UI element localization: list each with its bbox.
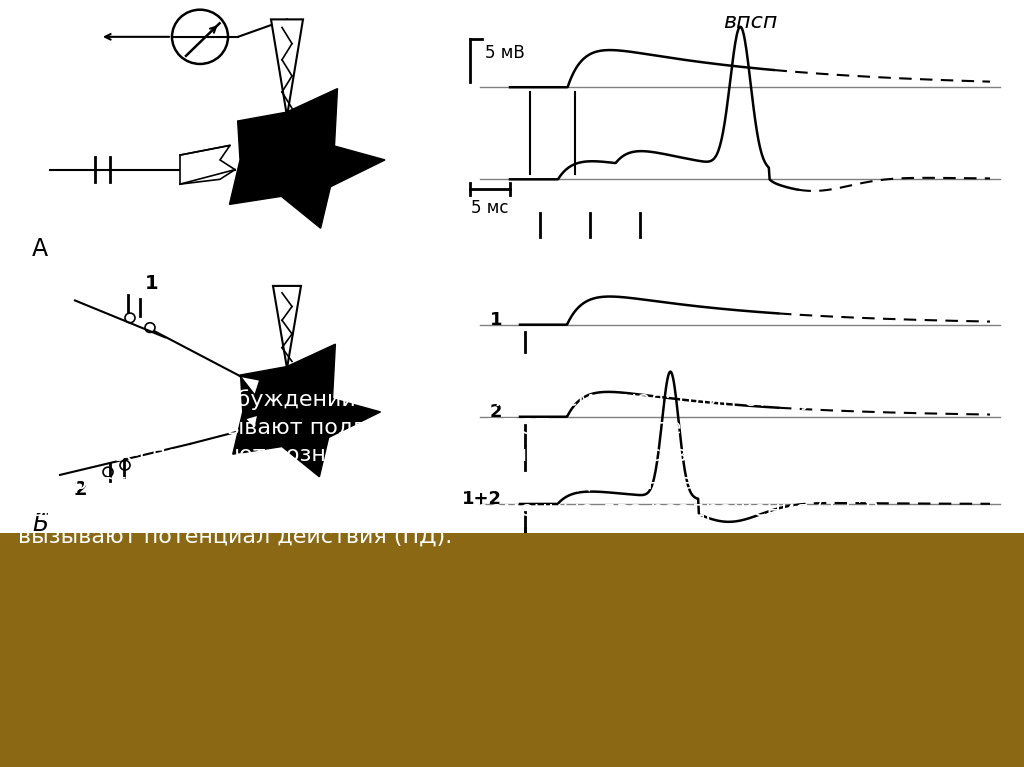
Polygon shape [240, 376, 260, 396]
Text: Рис. Суммация возбуждений в нейроне: А – временная: один стимул (↑) и два
стимул: Рис. Суммация возбуждений в нейроне: А –… [18, 389, 941, 547]
Text: А: А [32, 238, 48, 262]
Text: Б: Б [32, 512, 48, 535]
Polygon shape [273, 286, 301, 368]
Text: 1+2: 1+2 [462, 490, 502, 509]
Text: 5 мВ: 5 мВ [485, 44, 524, 61]
Polygon shape [180, 146, 234, 184]
Text: 2: 2 [73, 480, 87, 499]
Polygon shape [232, 344, 381, 477]
Text: 2: 2 [489, 403, 502, 421]
Text: впсп: впсп [723, 12, 777, 31]
Polygon shape [229, 88, 385, 229]
Text: 5 мс: 5 мс [471, 199, 509, 217]
Text: 1: 1 [489, 311, 502, 329]
Polygon shape [271, 19, 303, 117]
Polygon shape [245, 415, 258, 430]
Text: 1: 1 [145, 274, 159, 293]
